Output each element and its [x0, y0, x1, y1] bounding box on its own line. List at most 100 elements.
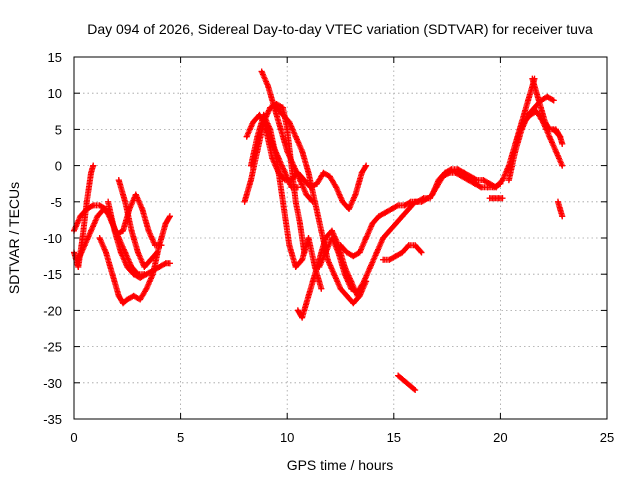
data-point [102, 249, 109, 256]
data-point [465, 177, 472, 184]
data-point [478, 184, 485, 191]
data-point [311, 198, 318, 205]
data-point [96, 202, 103, 209]
data-point [301, 177, 308, 184]
x-tick-label: 15 [387, 430, 401, 445]
series-arc-14 [316, 195, 431, 296]
data-point [405, 242, 412, 249]
y-tick-label: -5 [50, 195, 62, 210]
data-point [294, 184, 301, 191]
data-point [305, 235, 312, 241]
data-point [241, 198, 248, 205]
y-axis-label: SDTVAR / TECUs [6, 182, 22, 294]
data-point [273, 104, 280, 111]
data-point [386, 227, 393, 234]
data-point [284, 148, 291, 155]
data-point [288, 184, 295, 191]
data-point [373, 249, 380, 256]
data-point [166, 213, 173, 220]
data-point [269, 155, 276, 162]
data-point [559, 213, 566, 220]
data-point [414, 198, 421, 205]
data-point [331, 271, 338, 278]
data-point [448, 166, 455, 173]
data-point [124, 296, 131, 303]
data-point [399, 213, 406, 220]
data-point [505, 177, 512, 184]
data-point [360, 278, 367, 285]
series-arc-23 [554, 198, 566, 220]
data-point [537, 104, 544, 111]
data-point [454, 166, 461, 173]
data-point [520, 119, 527, 126]
data-point [83, 206, 90, 213]
data-point [401, 202, 408, 209]
data-point [279, 104, 286, 111]
series-arc-15 [337, 169, 504, 260]
data-point [356, 249, 363, 256]
data-point [363, 235, 370, 241]
y-tick-label: -20 [43, 303, 62, 318]
series-markers [337, 169, 504, 260]
data-point [149, 267, 156, 274]
data-point [343, 249, 350, 256]
series-arc-01 [71, 162, 97, 270]
data-point [350, 253, 357, 260]
data-point [90, 202, 97, 209]
data-point [550, 97, 557, 104]
data-point [326, 173, 333, 180]
data-point [75, 263, 82, 270]
data-point [247, 177, 254, 184]
data-point [531, 104, 538, 111]
data-point [279, 111, 286, 118]
data-point [533, 90, 540, 97]
data-point [299, 256, 306, 263]
plot-frame [73, 56, 608, 420]
y-tick-label: -10 [43, 231, 62, 246]
data-point [296, 220, 303, 227]
data-point [154, 249, 161, 256]
y-tick-label: -25 [43, 340, 62, 355]
data-point [554, 198, 561, 205]
data-point [279, 198, 286, 205]
data-point [407, 198, 414, 205]
data-point [115, 177, 122, 184]
series-arc-05 [105, 198, 173, 281]
data-point [258, 68, 265, 75]
x-tick-label: 20 [493, 430, 507, 445]
data-point [292, 133, 299, 140]
data-point [292, 198, 299, 205]
series-arc-06 [115, 177, 161, 270]
data-point [493, 184, 500, 191]
y-tick-label: -15 [43, 267, 62, 282]
data-point [299, 314, 306, 321]
data-point [294, 169, 301, 176]
data-point [363, 162, 370, 169]
data-point [341, 271, 348, 278]
y-tick-label: 10 [48, 86, 62, 101]
data-point [418, 249, 425, 256]
data-point [143, 285, 150, 292]
data-point [122, 198, 129, 205]
data-point [499, 177, 506, 184]
data-point [380, 256, 387, 263]
data-point [557, 206, 564, 213]
data-point [486, 180, 493, 187]
data-point [81, 242, 88, 249]
data-point [403, 379, 410, 386]
data-point [156, 263, 163, 270]
series-arc-17 [395, 372, 419, 394]
data-point [412, 387, 419, 394]
data-point [546, 133, 553, 140]
data-point [322, 249, 329, 256]
data-point [303, 300, 310, 307]
data-point [141, 263, 148, 270]
data-point [256, 111, 263, 118]
data-point [282, 177, 289, 184]
data-point [527, 111, 534, 118]
data-point [275, 155, 282, 162]
data-point [115, 292, 122, 299]
data-point [94, 213, 101, 220]
data-point [303, 191, 310, 198]
